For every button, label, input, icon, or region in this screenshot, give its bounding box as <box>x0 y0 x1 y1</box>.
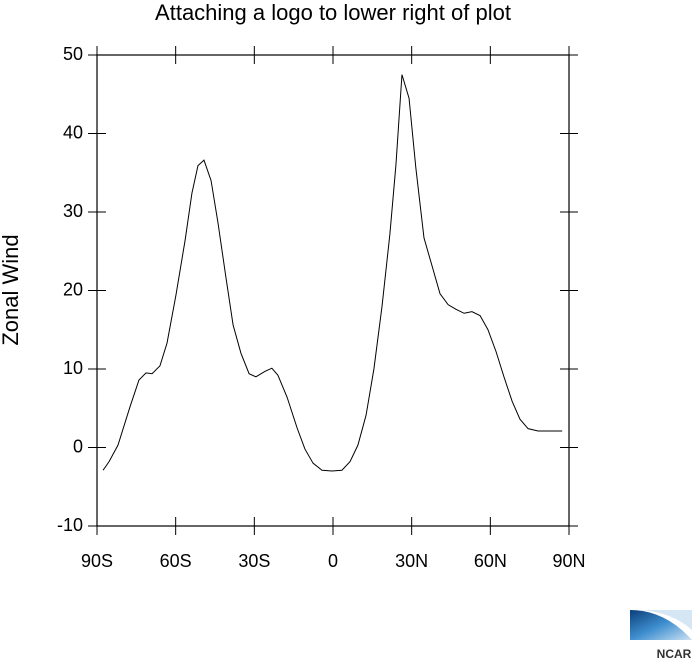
logo: NCAR <box>630 610 692 661</box>
logo-mark <box>630 610 692 640</box>
x-tick-label: 60S <box>160 551 192 571</box>
y-tick-label: 10 <box>63 358 83 378</box>
x-tick-label: 0 <box>328 551 338 571</box>
x-tick-label: 30S <box>238 551 270 571</box>
y-tick-label: 30 <box>63 201 83 221</box>
y-tick-label: -10 <box>57 515 83 535</box>
y-axis-label: Zonal Wind <box>0 234 23 345</box>
chart-title: Attaching a logo to lower right of plot <box>155 0 511 25</box>
x-tick-label: 30N <box>395 551 428 571</box>
plot-frame <box>96 54 570 527</box>
line <box>102 74 563 472</box>
y-tick-label: 50 <box>63 44 83 64</box>
logo-mark <box>640 610 692 630</box>
y-tick-label: 20 <box>63 279 83 299</box>
y-tick-label: 0 <box>73 436 83 456</box>
x-tick-label: 60N <box>474 551 507 571</box>
logo-text: NCAR <box>657 647 692 661</box>
y-tick-label: 40 <box>63 122 83 142</box>
x-tick-label: 90S <box>81 551 113 571</box>
x-tick-label: 90N <box>552 551 585 571</box>
